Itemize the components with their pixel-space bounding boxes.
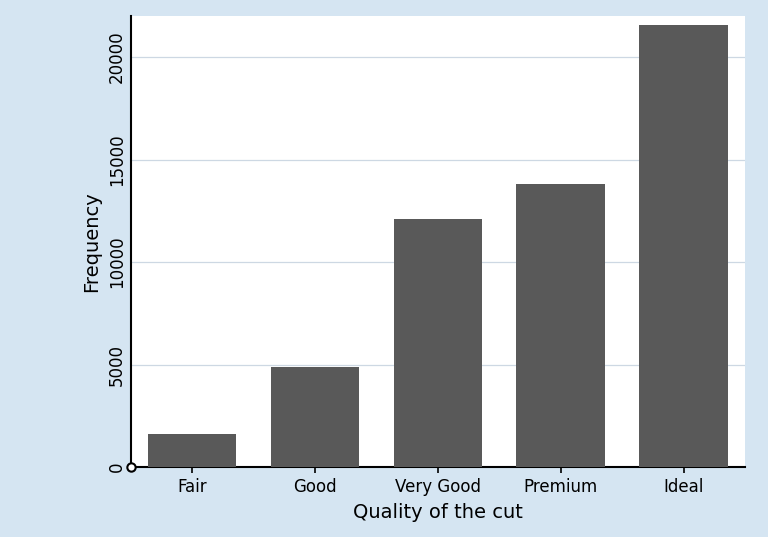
- Y-axis label: Frequency: Frequency: [81, 191, 101, 292]
- Bar: [639, 25, 728, 467]
- Bar: [516, 184, 605, 467]
- Bar: [270, 367, 359, 467]
- X-axis label: Quality of the cut: Quality of the cut: [353, 503, 523, 523]
- Bar: [147, 434, 237, 467]
- Bar: [393, 220, 482, 467]
